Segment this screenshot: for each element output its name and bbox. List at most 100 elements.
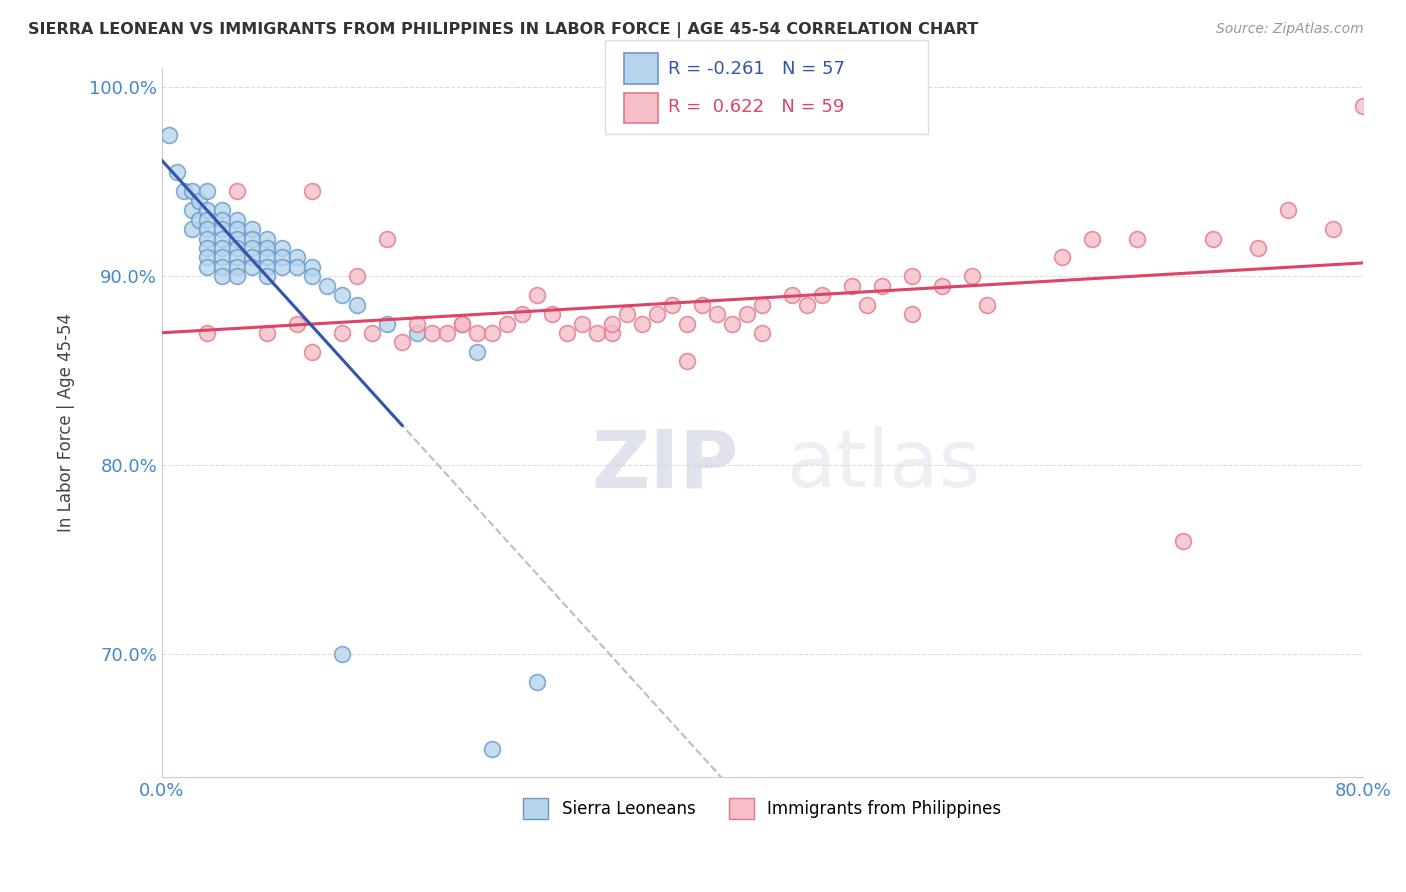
Point	[856, 298, 879, 312]
Point	[195, 212, 218, 227]
Point	[645, 307, 668, 321]
Point	[676, 317, 699, 331]
Point	[976, 298, 998, 312]
Text: R = -0.261   N = 57: R = -0.261 N = 57	[668, 60, 845, 78]
Point	[901, 269, 924, 284]
Y-axis label: In Labor Force | Age 45-54: In Labor Force | Age 45-54	[58, 313, 75, 533]
Point	[796, 298, 818, 312]
Point	[706, 307, 728, 321]
Point	[811, 288, 834, 302]
Point	[226, 231, 249, 245]
Point	[166, 165, 188, 179]
Point	[256, 241, 278, 255]
Point	[690, 298, 713, 312]
Point	[226, 184, 249, 198]
Point	[211, 203, 233, 218]
Point	[420, 326, 443, 340]
Point	[541, 307, 564, 321]
Point	[465, 326, 488, 340]
Point	[661, 298, 683, 312]
Point	[735, 307, 758, 321]
Point	[285, 317, 308, 331]
Point	[256, 326, 278, 340]
Point	[195, 203, 218, 218]
Text: Source: ZipAtlas.com: Source: ZipAtlas.com	[1216, 22, 1364, 37]
Point	[676, 354, 699, 368]
Point	[616, 307, 638, 321]
Point	[301, 269, 323, 284]
Point	[451, 317, 474, 331]
Point	[211, 231, 233, 245]
Point	[391, 335, 413, 350]
Legend: Sierra Leoneans, Immigrants from Philippines: Sierra Leoneans, Immigrants from Philipp…	[516, 791, 1008, 825]
Point	[526, 288, 548, 302]
Point	[173, 184, 195, 198]
Point	[211, 260, 233, 274]
Point	[240, 241, 263, 255]
Point	[962, 269, 984, 284]
Point	[465, 344, 488, 359]
Point	[571, 317, 593, 331]
Text: R =  0.622   N = 59: R = 0.622 N = 59	[668, 98, 844, 116]
Point	[240, 251, 263, 265]
Point	[1322, 222, 1344, 236]
Point	[330, 288, 353, 302]
Point	[451, 317, 474, 331]
Point	[1052, 251, 1074, 265]
Point	[211, 251, 233, 265]
Point	[406, 317, 429, 331]
Point	[195, 251, 218, 265]
Point	[316, 278, 339, 293]
Point	[901, 307, 924, 321]
Point	[600, 317, 623, 331]
Point	[226, 251, 249, 265]
Point	[256, 269, 278, 284]
Point	[361, 326, 384, 340]
Point	[751, 326, 773, 340]
Point	[330, 326, 353, 340]
Point	[375, 317, 398, 331]
Point	[226, 269, 249, 284]
Point	[195, 231, 218, 245]
Point	[195, 184, 218, 198]
Point	[841, 278, 863, 293]
Text: ZIP: ZIP	[591, 426, 738, 504]
Point	[240, 260, 263, 274]
Point	[188, 212, 211, 227]
Point	[256, 231, 278, 245]
Point	[346, 269, 368, 284]
Point	[256, 260, 278, 274]
Point	[271, 251, 294, 265]
Point	[496, 317, 519, 331]
Point	[181, 184, 204, 198]
Point	[375, 231, 398, 245]
Point	[240, 222, 263, 236]
Point	[721, 317, 744, 331]
Point	[931, 278, 953, 293]
Point	[586, 326, 609, 340]
Point	[510, 307, 533, 321]
Point	[211, 269, 233, 284]
Point	[600, 326, 623, 340]
Point	[481, 741, 503, 756]
Point	[782, 288, 804, 302]
Point	[195, 241, 218, 255]
Point	[346, 298, 368, 312]
Point	[195, 222, 218, 236]
Point	[159, 128, 181, 142]
Point	[301, 184, 323, 198]
Point	[285, 260, 308, 274]
Point	[301, 260, 323, 274]
Point	[211, 241, 233, 255]
Point	[406, 326, 429, 340]
Point	[181, 222, 204, 236]
Point	[1081, 231, 1104, 245]
Point	[330, 647, 353, 661]
Point	[226, 212, 249, 227]
Point	[555, 326, 578, 340]
Point	[1201, 231, 1223, 245]
Point	[1126, 231, 1149, 245]
Text: atlas: atlas	[786, 426, 980, 504]
Point	[631, 317, 654, 331]
Point	[195, 260, 218, 274]
